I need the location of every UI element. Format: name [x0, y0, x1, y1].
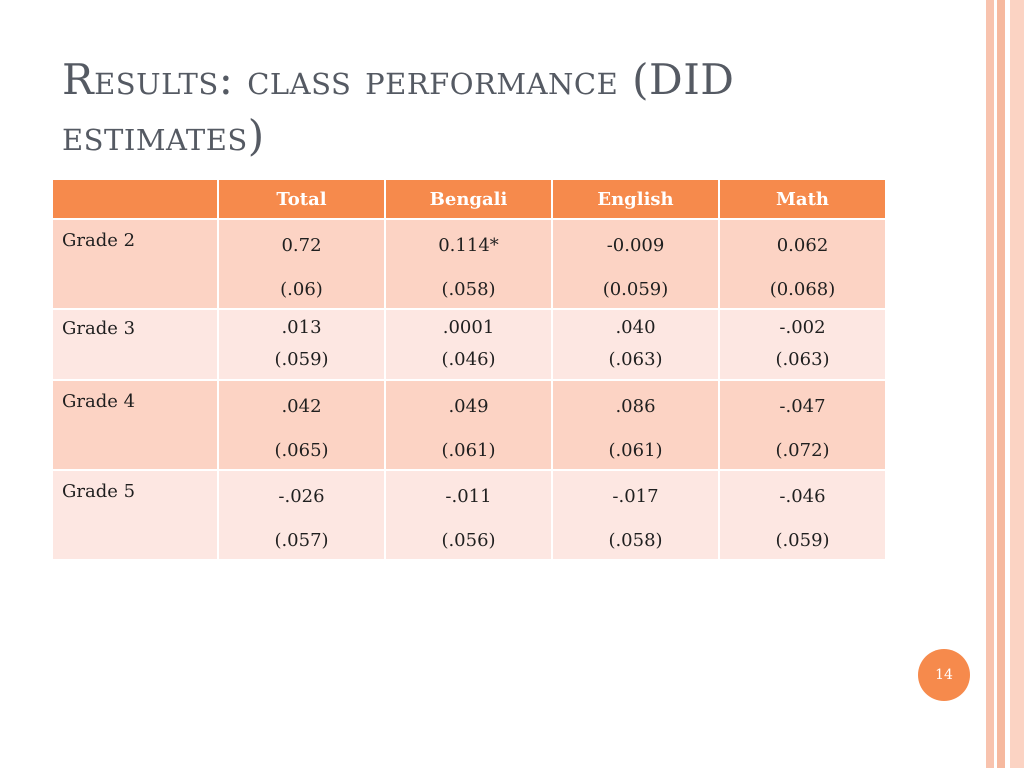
table-cell: -.046 (.059)	[719, 469, 885, 559]
header-cell-corner	[53, 180, 219, 219]
table-row: Grade 4 .042 (.065) .049 (.061) .086 (.0…	[53, 379, 885, 470]
table-row: Grade 5 -.026 (.057) -.011 (.056) -.017 …	[53, 469, 885, 559]
decorative-stripe	[994, 0, 997, 768]
coefficient-value: 0.114*	[438, 235, 499, 256]
table-cell: -.017 (.058)	[552, 469, 720, 559]
coefficient-value: -.046	[779, 486, 826, 507]
table-cell: 0.72 (.06)	[218, 218, 386, 309]
decorative-stripe	[986, 0, 994, 768]
table-cell: 0.062 (0.068)	[719, 218, 885, 309]
standard-error-value: (.072)	[775, 440, 830, 461]
coefficient-value: .013	[281, 317, 322, 338]
table-cell: .086 (.061)	[552, 379, 720, 470]
table-cell: -.011 (.056)	[385, 469, 553, 559]
table-row: Grade 3 .013 (.059) .0001 (.046) .040 (.…	[53, 308, 885, 380]
row-label: Grade 3	[62, 318, 136, 339]
table-row: Grade 2 0.72 (.06) 0.114* (.058) -0.009 …	[53, 218, 885, 309]
standard-error-value: (.061)	[608, 440, 663, 461]
decorative-stripe	[1005, 0, 1010, 768]
coefficient-value: -.026	[278, 486, 325, 507]
coefficient-value: -.011	[445, 486, 492, 507]
standard-error-value: (.059)	[775, 530, 830, 551]
coefficient-value: .042	[281, 396, 322, 417]
standard-error-value: (0.068)	[769, 279, 836, 300]
row-label-cell: Grade 5	[53, 469, 219, 559]
table-cell: .049 (.061)	[385, 379, 553, 470]
table-cell: .0001 (.046)	[385, 308, 553, 380]
slide-title: Results: class performance (DID estimate…	[62, 55, 735, 160]
coefficient-value: -.017	[612, 486, 659, 507]
header-cell-total: Total	[218, 180, 386, 219]
row-label-cell: Grade 4	[53, 379, 219, 470]
coefficient-value: -0.009	[606, 235, 665, 256]
standard-error-value: (.063)	[608, 349, 663, 370]
standard-error-value: (.065)	[274, 440, 329, 461]
table-cell: -.026 (.057)	[218, 469, 386, 559]
standard-error-value: (.058)	[441, 279, 496, 300]
table-header-row: Total Bengali English Math	[53, 180, 885, 219]
table-cell: -.047 (.072)	[719, 379, 885, 470]
standard-error-value: (.046)	[441, 349, 496, 370]
table-cell: -.002 (.063)	[719, 308, 885, 380]
row-label: Grade 4	[62, 391, 136, 412]
row-label: Grade 5	[62, 481, 136, 502]
coefficient-value: .040	[615, 317, 656, 338]
standard-error-value: (.057)	[274, 530, 329, 551]
standard-error-value: (0.059)	[602, 279, 669, 300]
coefficient-value: .0001	[442, 317, 495, 338]
table-cell: .040 (.063)	[552, 308, 720, 380]
results-table: Total Bengali English Math Grade 2 0.72 …	[53, 180, 885, 559]
standard-error-value: (.061)	[441, 440, 496, 461]
coefficient-value: -.047	[779, 396, 826, 417]
page-number-badge: 14	[918, 649, 970, 701]
coefficient-value: -.002	[779, 317, 826, 338]
row-label-cell: Grade 2	[53, 218, 219, 309]
coefficient-value: 0.062	[776, 235, 829, 256]
table-cell: .042 (.065)	[218, 379, 386, 470]
standard-error-value: (.063)	[775, 349, 830, 370]
row-label: Grade 2	[62, 230, 136, 251]
table-cell: .013 (.059)	[218, 308, 386, 380]
header-cell-english: English	[552, 180, 720, 219]
standard-error-value: (.058)	[608, 530, 663, 551]
standard-error-value: (.059)	[274, 349, 329, 370]
header-cell-math: Math	[719, 180, 885, 219]
standard-error-value: (.056)	[441, 530, 496, 551]
coefficient-value: .049	[448, 396, 489, 417]
header-cell-bengali: Bengali	[385, 180, 553, 219]
coefficient-value: .086	[615, 396, 656, 417]
table-cell: 0.114* (.058)	[385, 218, 553, 309]
table-cell: -0.009 (0.059)	[552, 218, 720, 309]
decorative-stripe	[1010, 0, 1024, 768]
row-label-cell: Grade 3	[53, 308, 219, 380]
standard-error-value: (.06)	[280, 279, 323, 300]
decorative-stripe	[997, 0, 1005, 768]
coefficient-value: 0.72	[281, 235, 322, 256]
